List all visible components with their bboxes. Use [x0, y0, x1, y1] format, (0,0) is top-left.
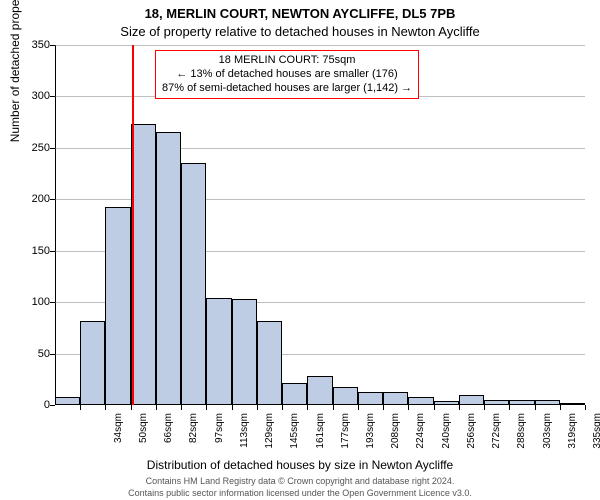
- legend-line: 87% of semi-detached houses are larger (…: [162, 82, 412, 96]
- histogram-bar: [408, 397, 433, 405]
- x-tick: [257, 405, 258, 410]
- y-tick-label: 0: [15, 399, 50, 411]
- grid-line: [55, 45, 585, 46]
- histogram-bar: [307, 376, 332, 405]
- x-tick: [307, 405, 308, 410]
- histogram-bar: [509, 400, 534, 405]
- x-tick-label: 161sqm: [315, 413, 326, 463]
- footer-line1: Contains HM Land Registry data © Crown c…: [0, 476, 600, 486]
- y-tick-label: 100: [15, 296, 50, 308]
- y-tick: [50, 354, 55, 355]
- x-tick: [282, 405, 283, 410]
- legend-line: 18 MERLIN COURT: 75sqm: [162, 54, 412, 68]
- legend-line: ← 13% of detached houses are smaller (17…: [162, 68, 412, 82]
- x-tick: [206, 405, 207, 410]
- x-tick: [408, 405, 409, 410]
- x-tick-label: 256sqm: [466, 413, 477, 463]
- x-tick: [333, 405, 334, 410]
- histogram-bar: [206, 298, 231, 405]
- y-tick: [50, 405, 55, 406]
- x-tick: [560, 405, 561, 410]
- footer-line2: Contains public sector information licen…: [0, 488, 600, 498]
- y-tick: [50, 148, 55, 149]
- y-tick: [50, 199, 55, 200]
- x-tick: [232, 405, 233, 410]
- plot-area: 05010015020025030035034sqm50sqm66sqm82sq…: [55, 45, 585, 405]
- x-tick-label: 303sqm: [542, 413, 553, 463]
- histogram-bar: [131, 124, 156, 405]
- x-tick-label: 97sqm: [214, 413, 225, 463]
- x-tick: [156, 405, 157, 410]
- x-tick: [358, 405, 359, 410]
- histogram-bar: [232, 299, 257, 405]
- y-axis-line: [55, 45, 56, 405]
- chart-container: 18, MERLIN COURT, NEWTON AYCLIFFE, DL5 7…: [0, 0, 600, 500]
- x-tick-label: 240sqm: [441, 413, 452, 463]
- histogram-bar: [459, 395, 484, 405]
- x-tick: [509, 405, 510, 410]
- y-tick: [50, 251, 55, 252]
- histogram-bar: [181, 163, 206, 405]
- x-tick-label: 82sqm: [188, 413, 199, 463]
- reference-line: [132, 45, 134, 405]
- x-tick-label: 193sqm: [365, 413, 376, 463]
- y-tick-label: 250: [15, 142, 50, 154]
- x-tick: [434, 405, 435, 410]
- y-tick-label: 300: [15, 90, 50, 102]
- histogram-bar: [434, 401, 459, 405]
- x-tick-label: 145sqm: [289, 413, 300, 463]
- x-tick-label: 66sqm: [163, 413, 174, 463]
- x-tick-label: 319sqm: [567, 413, 578, 463]
- histogram-bar: [560, 403, 585, 405]
- histogram-bar: [257, 321, 282, 405]
- x-tick: [131, 405, 132, 410]
- x-tick: [535, 405, 536, 410]
- histogram-bar: [383, 392, 408, 405]
- y-tick: [50, 96, 55, 97]
- x-tick-label: 335sqm: [592, 413, 600, 463]
- y-tick-label: 150: [15, 245, 50, 257]
- x-axis-title: Distribution of detached houses by size …: [0, 458, 600, 472]
- histogram-bar: [535, 400, 560, 405]
- x-tick-label: 113sqm: [239, 413, 250, 463]
- y-tick-label: 350: [15, 39, 50, 51]
- histogram-bar: [80, 321, 105, 405]
- x-tick-label: 208sqm: [390, 413, 401, 463]
- y-tick: [50, 45, 55, 46]
- x-tick: [459, 405, 460, 410]
- histogram-bar: [358, 392, 383, 405]
- histogram-bar: [484, 400, 509, 405]
- legend-box: 18 MERLIN COURT: 75sqm← 13% of detached …: [155, 50, 419, 99]
- x-tick-label: 50sqm: [138, 413, 149, 463]
- x-tick: [105, 405, 106, 410]
- x-tick-label: 129sqm: [264, 413, 275, 463]
- x-tick-label: 224sqm: [415, 413, 426, 463]
- chart-title-line2: Size of property relative to detached ho…: [0, 24, 600, 39]
- x-tick: [80, 405, 81, 410]
- x-tick-label: 272sqm: [491, 413, 502, 463]
- x-tick-label: 288sqm: [516, 413, 527, 463]
- histogram-bar: [282, 383, 307, 405]
- y-tick-label: 50: [15, 348, 50, 360]
- x-tick: [484, 405, 485, 410]
- histogram-bar: [55, 397, 80, 405]
- histogram-bar: [156, 132, 181, 405]
- x-tick: [181, 405, 182, 410]
- histogram-bar: [105, 207, 130, 406]
- y-tick: [50, 302, 55, 303]
- x-tick-label: 177sqm: [340, 413, 351, 463]
- chart-title-line1: 18, MERLIN COURT, NEWTON AYCLIFFE, DL5 7…: [0, 6, 600, 21]
- histogram-bar: [333, 387, 358, 406]
- x-tick: [585, 405, 586, 410]
- x-tick-label: 34sqm: [113, 413, 124, 463]
- y-tick-label: 200: [15, 193, 50, 205]
- y-axis-title: Number of detached properties: [8, 0, 22, 142]
- x-tick: [383, 405, 384, 410]
